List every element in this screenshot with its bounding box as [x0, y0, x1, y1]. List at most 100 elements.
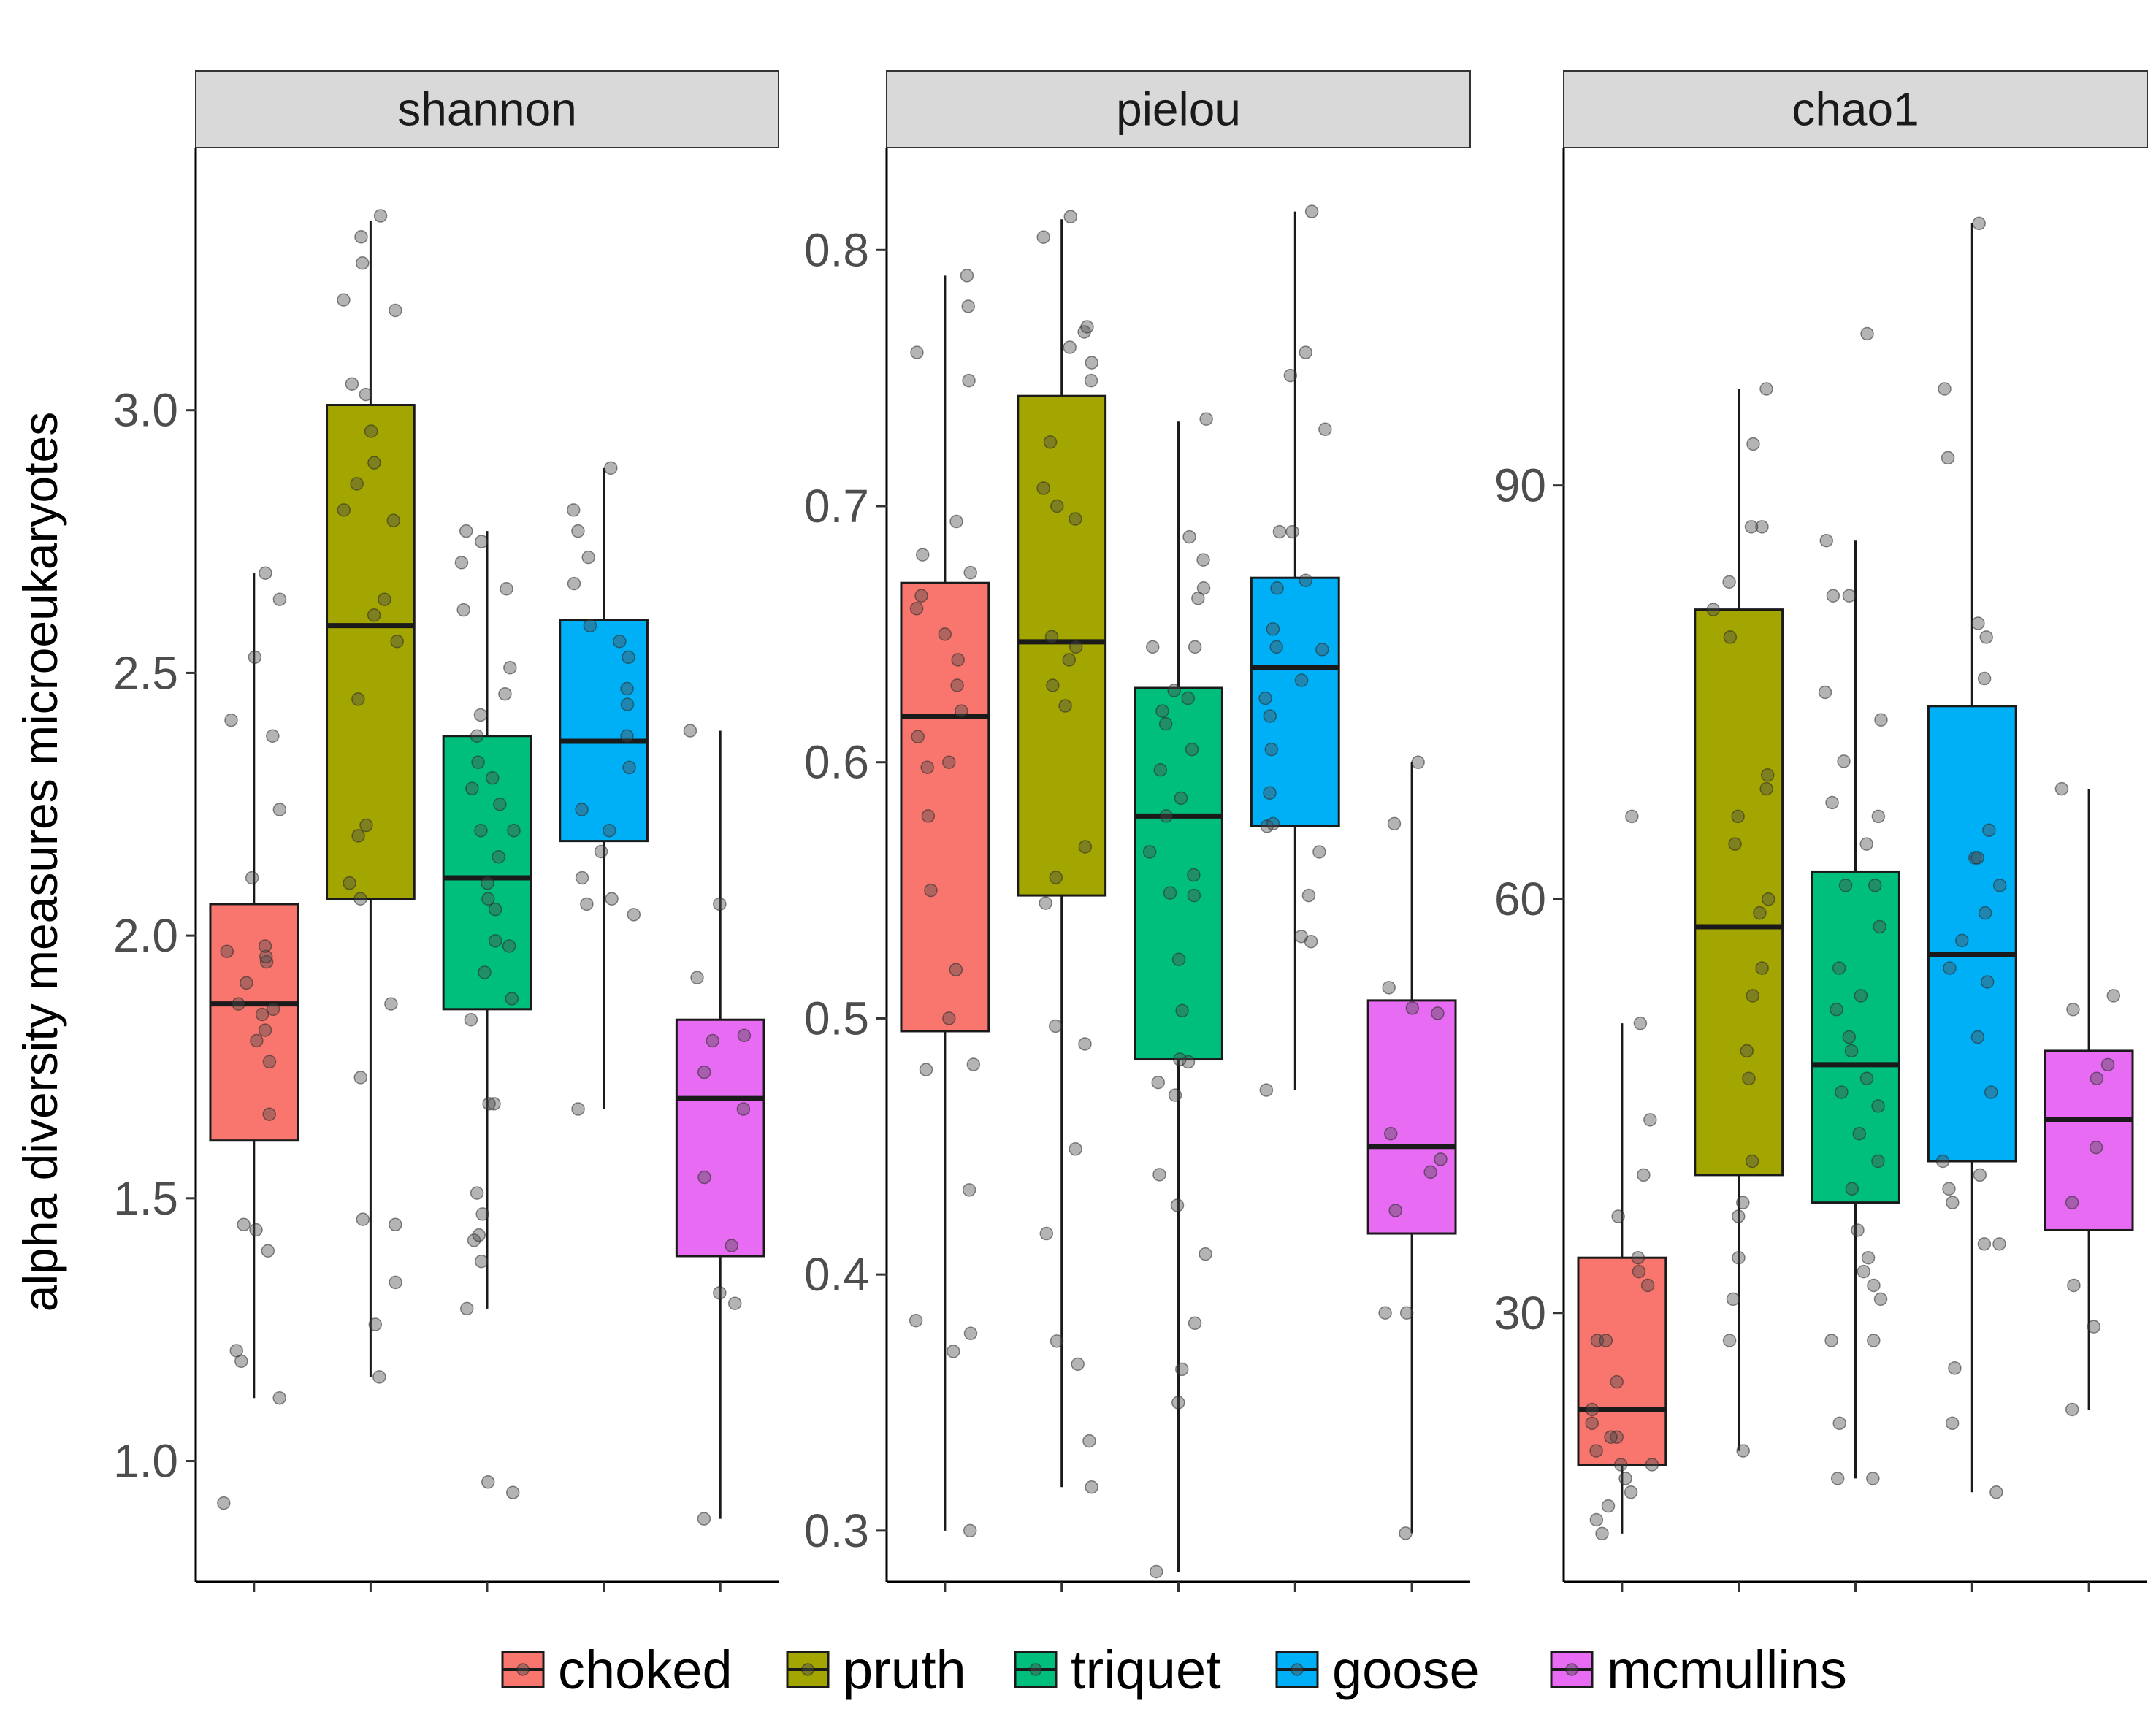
data-point — [1199, 1247, 1212, 1261]
data-point — [949, 514, 963, 529]
data-point — [1036, 230, 1050, 244]
data-point — [1866, 1472, 1880, 1485]
box-pielou-choked — [900, 269, 990, 1592]
data-point — [390, 634, 404, 649]
data-point — [459, 524, 473, 538]
data-point — [1039, 896, 1052, 910]
data-point — [478, 965, 492, 979]
data-point — [737, 1028, 752, 1043]
data-point — [1270, 581, 1284, 595]
data-point — [224, 713, 238, 727]
data-point — [1294, 929, 1308, 944]
data-point — [1723, 630, 1738, 644]
data-point — [507, 823, 521, 838]
data-point — [963, 565, 977, 580]
data-point — [911, 730, 925, 743]
data-point — [475, 535, 489, 548]
data-point — [262, 1055, 277, 1069]
data-point — [389, 1275, 402, 1290]
data-point — [337, 503, 351, 517]
y-tick-label-pielou: 0.4 — [804, 1248, 869, 1301]
data-point — [1181, 1055, 1196, 1069]
data-point — [364, 424, 378, 438]
data-point — [498, 686, 512, 701]
data-point — [1411, 755, 1425, 769]
data-point — [456, 603, 470, 617]
data-point — [915, 548, 930, 562]
data-point — [1970, 1030, 1985, 1044]
data-point — [1431, 1006, 1445, 1020]
data-point — [1399, 1306, 1414, 1320]
data-point — [1170, 1198, 1185, 1212]
data-point — [1266, 816, 1280, 831]
data-point — [1049, 871, 1063, 884]
data-point — [603, 823, 616, 838]
data-point — [1759, 781, 1773, 796]
data-point — [1955, 933, 1969, 948]
data-point — [2066, 1003, 2080, 1017]
data-point — [697, 1512, 711, 1526]
data-point — [1299, 573, 1313, 587]
data-point — [262, 1107, 276, 1121]
box-shannon-pruth — [326, 209, 416, 1592]
data-point — [459, 1301, 474, 1316]
data-point — [1746, 989, 1759, 1003]
legend-key-point — [1565, 1663, 1578, 1676]
data-point — [1633, 1016, 1648, 1030]
data-point — [345, 377, 359, 391]
data-point — [220, 944, 234, 958]
data-point — [1036, 481, 1050, 495]
data-point — [2065, 1196, 2079, 1209]
box-shannon-goose — [559, 461, 649, 1592]
data-point — [1301, 888, 1316, 903]
data-point — [473, 708, 488, 722]
data-point — [1388, 1204, 1402, 1217]
box-body — [2044, 1049, 2134, 1231]
data-point — [1185, 742, 1199, 757]
data-point — [503, 660, 517, 675]
data-point — [1832, 961, 1846, 975]
data-point — [1174, 791, 1188, 806]
data-point — [261, 1244, 275, 1258]
box-shannon-choked — [209, 566, 299, 1592]
box-body — [1250, 576, 1340, 827]
data-point — [1196, 581, 1211, 595]
box-chao1-choked — [1577, 809, 1667, 1592]
data-point — [1589, 1444, 1603, 1458]
data-point — [1818, 685, 1832, 700]
data-point — [1304, 204, 1319, 218]
data-point — [337, 293, 351, 307]
data-point — [1859, 837, 1873, 851]
strip-label-shannon: shannon — [397, 83, 577, 136]
data-point — [1759, 382, 1773, 396]
data-point — [1980, 975, 1995, 989]
box-shannon-triquet — [442, 524, 532, 1592]
data-point — [963, 1326, 978, 1341]
data-point — [1063, 210, 1078, 223]
facet-panels: shannon 1.0 1.5 2.0 2.5 3.0 pielou 0.3 0.4 0.5 0.6… — [113, 70, 2148, 1592]
legend-entry-choked: choked — [501, 1640, 733, 1700]
data-point — [961, 299, 975, 313]
data-point — [1078, 840, 1093, 854]
data-point — [1624, 1485, 1638, 1499]
box-body — [675, 1018, 765, 1258]
data-point — [1151, 1075, 1166, 1090]
data-point — [1188, 640, 1202, 654]
data-point — [1069, 640, 1083, 654]
data-point — [1039, 1226, 1054, 1241]
data-point — [1175, 1003, 1189, 1018]
data-point — [620, 697, 635, 711]
data-point — [481, 892, 495, 906]
data-point — [505, 1485, 520, 1499]
data-point — [481, 876, 494, 890]
data-point — [1399, 1526, 1413, 1540]
data-point — [1745, 1154, 1759, 1169]
data-point — [1842, 589, 1857, 603]
data-point — [1762, 892, 1775, 906]
data-point — [1188, 1316, 1202, 1331]
strip-shannon — [195, 70, 779, 148]
data-point — [1423, 1165, 1437, 1179]
data-point — [909, 1314, 923, 1328]
data-point — [942, 1011, 956, 1025]
